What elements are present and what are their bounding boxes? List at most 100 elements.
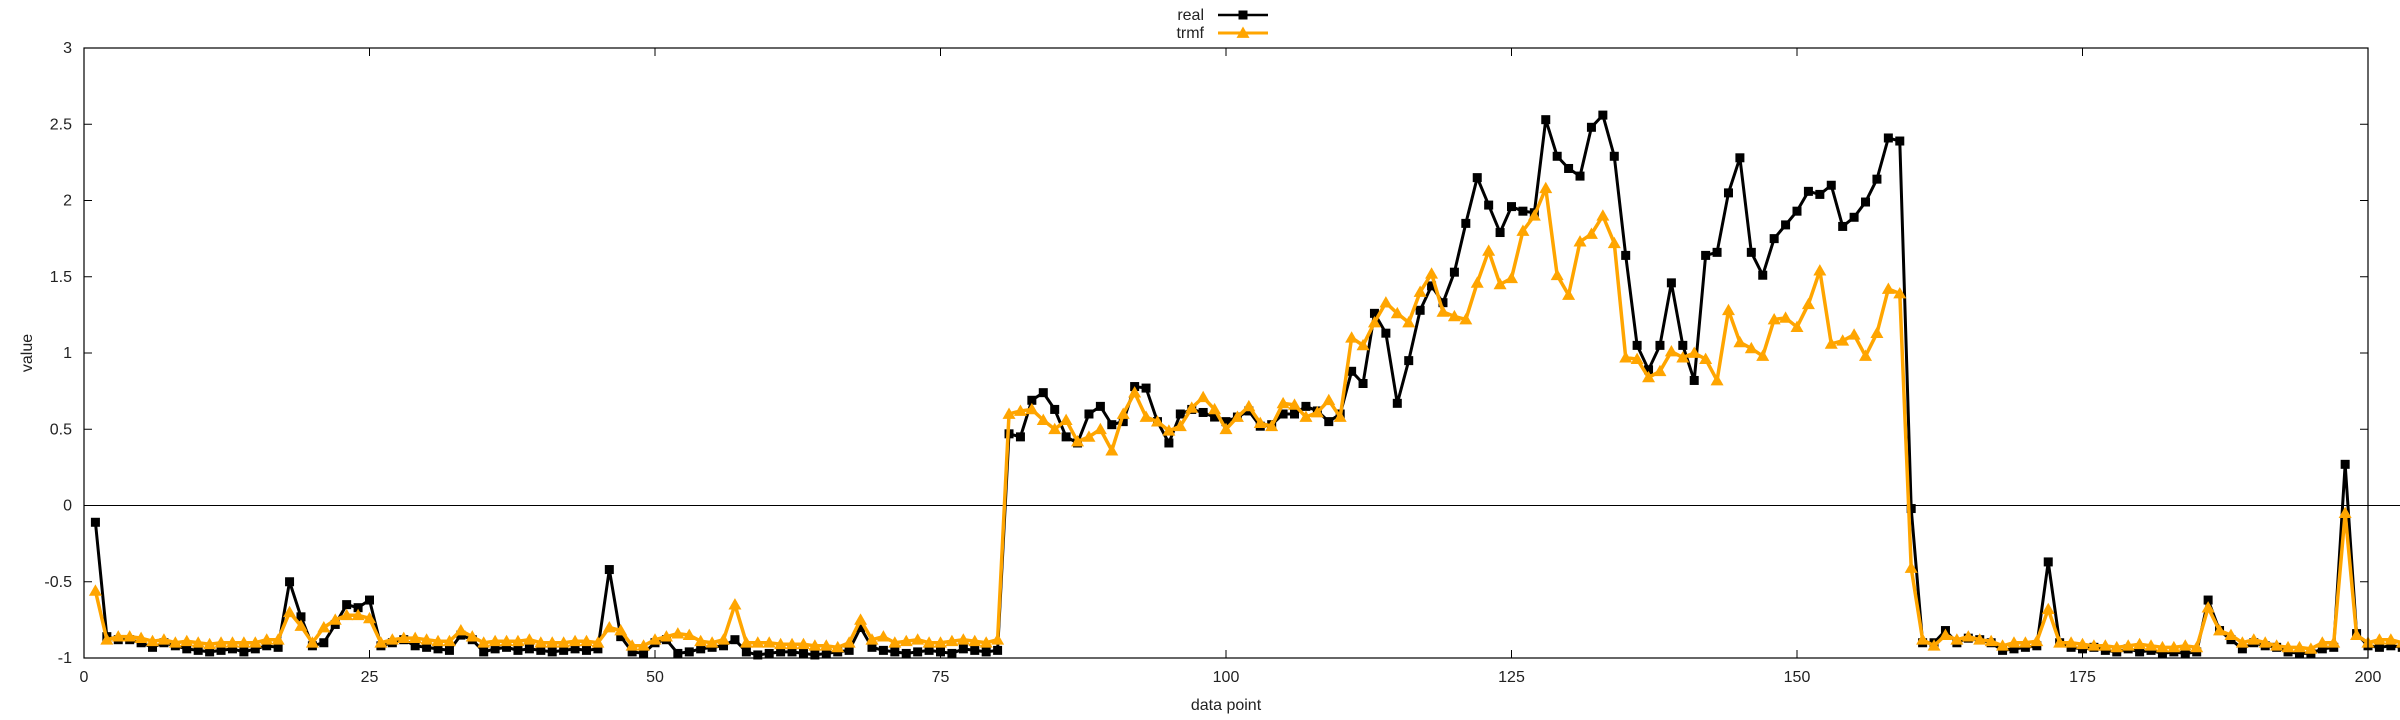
real-point [559,645,569,655]
trmf-point [1961,630,1975,642]
trmf-point [1310,405,1324,418]
real-point [250,644,260,654]
real-point [479,647,489,657]
real-point [1084,409,1094,419]
trmf-point [1413,285,1427,297]
legend-real-point [1238,10,1248,20]
trmf-point [774,637,788,650]
trmf-point [1619,351,1633,363]
real-point [776,647,786,657]
real-point [2157,648,2167,658]
real-point [2009,644,2019,654]
real-point [1175,409,1185,419]
real-point [1895,136,1905,146]
real-point [490,644,500,654]
real-point [422,642,432,652]
real-point [1701,250,1711,260]
trmf-point [1230,410,1244,422]
trmf-point [1482,244,1496,256]
trmf-point [2270,639,2284,651]
trmf-point [2213,624,2227,636]
trmf-point [1996,639,2010,651]
trmf-point [260,633,274,645]
trmf-point [180,634,194,647]
trmf-point [739,636,753,648]
real-point [2294,648,2304,658]
real-point [993,645,1003,655]
x-tick-label: 150 [1784,669,1811,686]
trmf-point [1904,561,1918,573]
trmf-point [808,639,822,651]
trmf-point [88,584,102,596]
trmf-point [488,634,502,647]
trmf-point [283,605,297,618]
trmf-point [648,633,662,645]
series-group [88,110,2400,660]
real-point [262,641,272,651]
trmf-point [1036,413,1050,425]
trmf-point [1390,306,1404,319]
trmf-point [248,636,262,648]
series-trmf [88,181,2400,654]
x-axis-label: data point [1191,697,1262,714]
y-tick-label: 1.5 [50,269,72,286]
x-tick-label: 200 [2355,669,2382,686]
real-point [936,647,945,657]
x-tick-label: 25 [361,669,379,686]
real-point [970,645,980,655]
trmf-point [876,630,890,642]
y-tick-label: 0.5 [50,421,72,438]
real-point [730,635,740,645]
trmf-point [442,634,456,647]
trmf-point [431,634,445,647]
y-axis-label: value [19,334,36,372]
trmf-point [2235,636,2249,648]
real-point [1826,180,1836,190]
trmf-point [1505,271,1518,284]
trmf-point [1859,349,1873,361]
trmf-point [1664,344,1678,357]
real-point [1689,375,1699,385]
trmf-point [2098,639,2112,651]
real-point [1518,206,1528,216]
trmf-point [557,636,571,648]
real-point [227,644,237,654]
trmf-point [1288,398,1302,410]
trmf-point [1128,386,1142,398]
x-tick-label: 125 [1498,669,1525,686]
trmf-point [2258,636,2272,648]
real-point [901,648,911,658]
real-point [1803,186,1813,196]
trmf-point [899,634,913,647]
trmf-point [146,634,160,647]
trmf-point [2190,640,2204,653]
real-point [433,644,443,654]
trmf-point [956,633,970,645]
trmf-point [1744,341,1758,354]
trmf-point [751,636,765,648]
real-point [1015,432,1025,442]
trmf-point [340,608,354,621]
trmf-point [1539,181,1553,194]
real-point [593,644,603,654]
real-point [856,623,866,632]
trmf-point [420,633,434,645]
real-point [547,647,557,657]
real-point [1735,153,1745,163]
real-point [353,603,363,613]
trmf-point [1162,424,1176,436]
real-point [1107,420,1117,430]
trmf-point [625,639,639,651]
real-point [319,638,329,648]
trmf-point [1527,209,1541,221]
trmf-point [534,636,548,648]
real-point [798,648,808,658]
trmf-point [2178,639,2192,651]
real-point [878,645,888,655]
trmf-point [1938,628,1952,640]
trmf-point [477,636,491,648]
trmf-point [1676,351,1690,363]
real-point [1118,417,1128,427]
series-line-trmf [93,186,2400,651]
real-point [1038,388,1048,398]
